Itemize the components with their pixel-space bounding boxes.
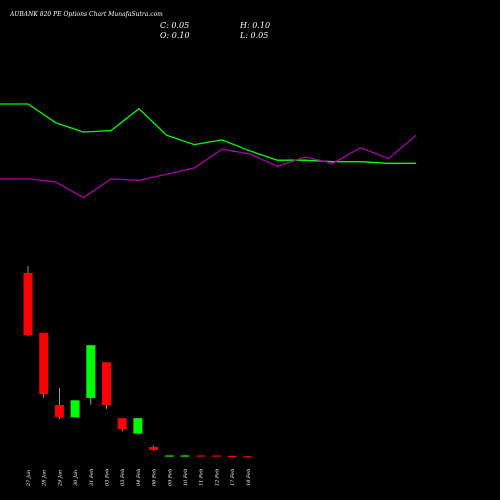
candle: [196, 455, 206, 457]
candle-body: [211, 455, 221, 457]
candle-body: [23, 272, 33, 336]
candle: [23, 266, 33, 336]
candle-body: [196, 455, 206, 457]
candles: [23, 266, 253, 458]
candle-body: [133, 418, 143, 434]
overlay-lines: [0, 103, 417, 199]
candle: [164, 455, 174, 457]
candle-body: [164, 455, 174, 457]
candle: [86, 345, 96, 405]
candle-body: [86, 345, 96, 398]
candle: [117, 418, 127, 432]
close-label: C: 0.05: [160, 21, 189, 30]
candle: [70, 400, 80, 418]
candle-body: [227, 455, 237, 458]
x-tick-label: 11 Feb: [199, 469, 205, 486]
candle: [149, 445, 159, 451]
candle: [180, 455, 190, 457]
candle-body: [54, 404, 64, 418]
x-tick-label: 10 Feb: [183, 469, 189, 486]
x-tick-label: 27 Jan: [26, 470, 32, 487]
candle: [102, 362, 111, 409]
low-label: L: 0.05: [239, 31, 268, 40]
x-tick-label: 28 Jan: [42, 470, 48, 487]
x-tick-label: 12 Feb: [214, 469, 220, 486]
candle-body: [102, 362, 111, 405]
x-tick-label: 17 Feb: [230, 469, 236, 486]
chart-title: AUBANK 820 PE Options Chart MunafaSutra.…: [9, 11, 163, 18]
candle-body: [70, 400, 80, 418]
x-tick-label: 03 Feb: [105, 469, 111, 486]
x-tick-label: 18 Feb: [246, 469, 252, 486]
overlay-line-2: [0, 134, 417, 199]
candle-body: [39, 332, 49, 395]
candle: [243, 456, 253, 458]
candle-body: [243, 456, 253, 458]
x-tick-label: 31 Feb: [89, 469, 95, 486]
x-tick-label: 03 Feb: [120, 469, 126, 486]
overlay-line-1: [0, 103, 416, 164]
candle: [227, 455, 237, 458]
candle: [211, 455, 221, 457]
x-tick-label: 09 Feb: [167, 469, 173, 486]
candle: [133, 418, 143, 434]
x-tick-label: 04 Feb: [136, 469, 142, 486]
x-tick-label: 06 Feb: [152, 469, 158, 486]
x-tick-label: 29 Jan: [57, 470, 63, 487]
x-axis-ticks: 27 Jan 28 Jan 29 Jan 30 Jan 31 Feb 03 Feb 03 F…: [26, 469, 252, 487]
candle-body: [180, 455, 190, 457]
candle: [54, 387, 64, 419]
open-label: O: 0.10: [160, 31, 190, 40]
candle-body: [117, 418, 127, 430]
candle: [39, 332, 49, 398]
high-label: H: 0.10: [239, 21, 270, 30]
x-tick-label: 30 Jan: [73, 470, 79, 486]
candle-body: [149, 446, 159, 451]
